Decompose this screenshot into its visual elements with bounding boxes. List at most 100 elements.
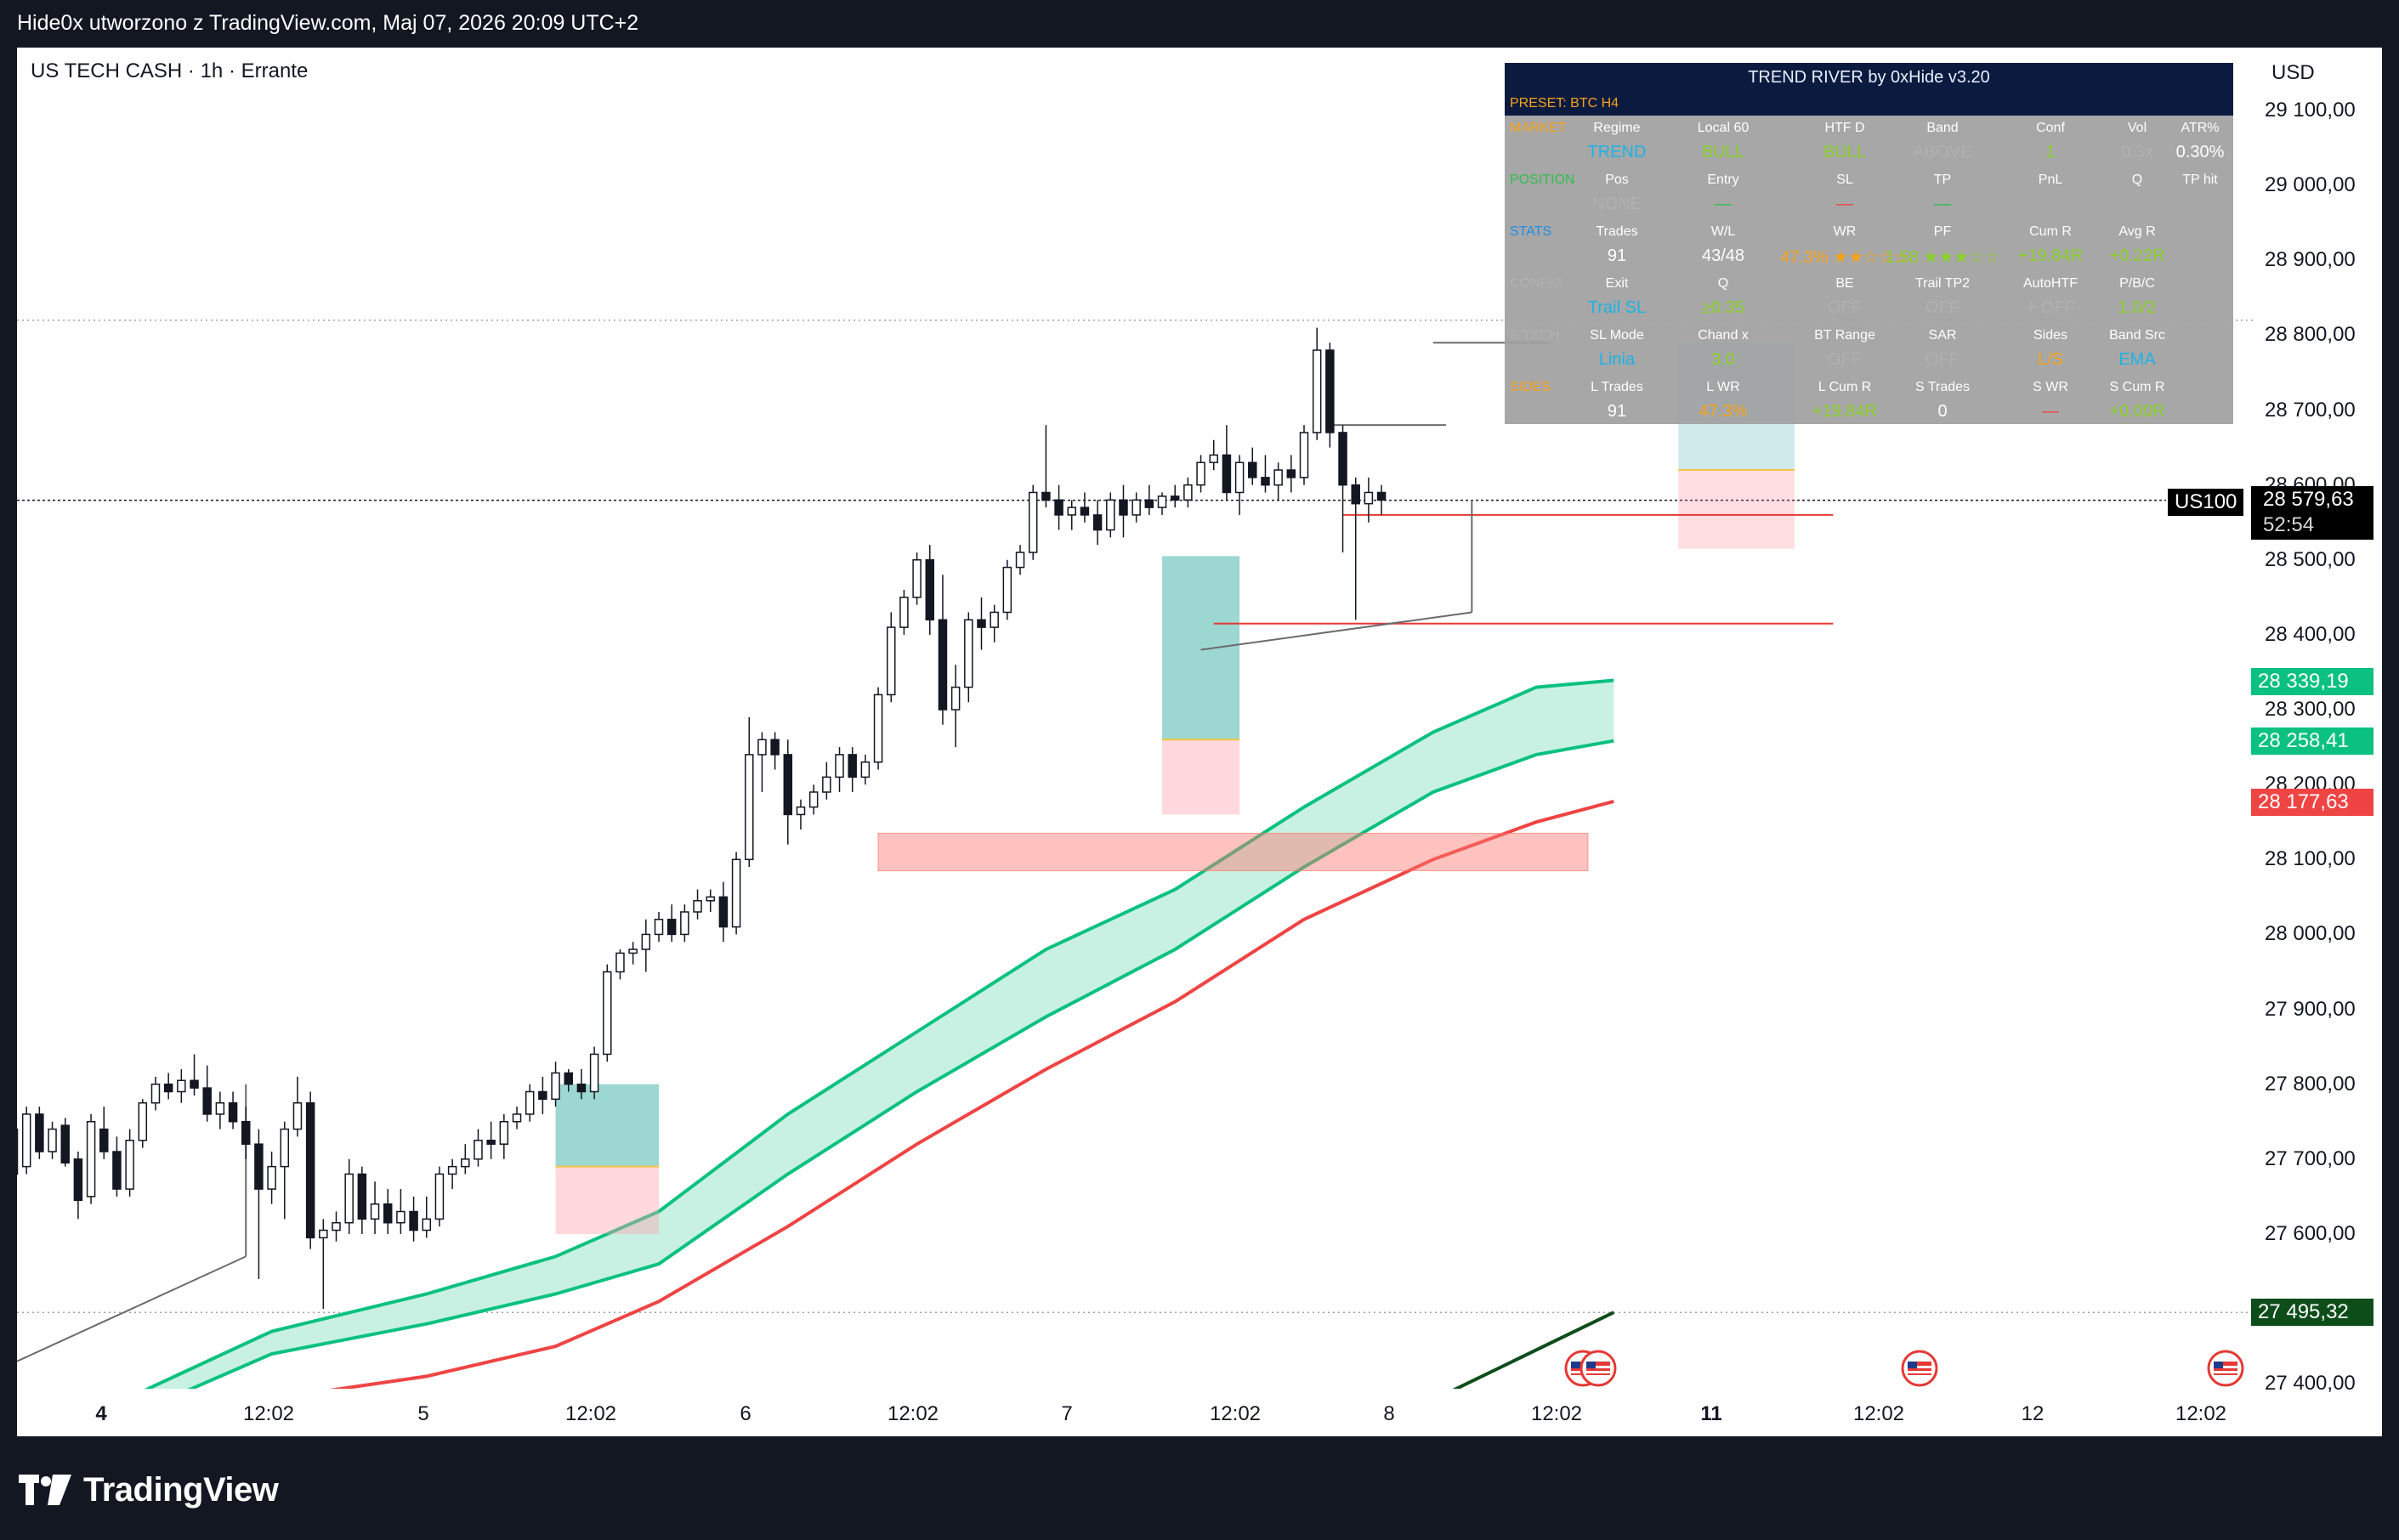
price-tick-label[interactable]: 28 800,00 bbox=[2265, 323, 2356, 347]
price-tick-label[interactable]: 28 100,00 bbox=[2265, 847, 2356, 871]
time-tick-label[interactable]: 5 bbox=[417, 1402, 429, 1425]
trendline bbox=[1200, 611, 1472, 651]
time-tick-label[interactable]: 12:02 bbox=[887, 1402, 939, 1425]
time-tick-label[interactable]: 12 bbox=[2021, 1402, 2045, 1425]
supply-zone-box bbox=[877, 832, 1589, 872]
price-tick-label[interactable]: 28 900,00 bbox=[2265, 248, 2356, 272]
table-value-cell: Trail SL bbox=[1587, 298, 1647, 317]
time-tick-label[interactable]: 12:02 bbox=[1530, 1402, 1583, 1425]
candle-body bbox=[447, 1165, 457, 1175]
time-tick-label[interactable]: 4 bbox=[95, 1402, 107, 1425]
tradingview-logo[interactable]: TradingView bbox=[19, 1469, 279, 1511]
candle-body bbox=[1364, 491, 1374, 505]
price-tick-label[interactable]: 27 900,00 bbox=[2265, 997, 2356, 1021]
table-value-cell: OFF bbox=[1828, 298, 1862, 317]
table-header-cell: PF bbox=[1933, 224, 1952, 239]
table-header-cell: SAR bbox=[1928, 328, 1957, 343]
time-tick-label[interactable]: 6 bbox=[740, 1402, 751, 1425]
table-header-cell: Avg R bbox=[2118, 224, 2156, 239]
candle-body bbox=[1002, 566, 1012, 614]
candle-body bbox=[615, 952, 625, 973]
band-upper-line bbox=[144, 678, 1614, 1389]
candle-body bbox=[319, 1229, 328, 1239]
table-header-cell: L WR bbox=[1706, 380, 1740, 394]
table-header-cell: Local 60 bbox=[1697, 121, 1750, 135]
time-tick-label[interactable]: 11 bbox=[1700, 1402, 1722, 1425]
price-tick-label[interactable]: 27 700,00 bbox=[2265, 1147, 2356, 1170]
price-tick-label[interactable]: 28 700,00 bbox=[2265, 398, 2356, 422]
candle-body bbox=[977, 619, 986, 628]
candle-body bbox=[770, 739, 780, 756]
currency-label[interactable]: USD bbox=[2271, 61, 2315, 84]
price-tick-label[interactable]: 29 100,00 bbox=[2265, 99, 2356, 122]
candle-body bbox=[280, 1128, 290, 1168]
price-tick-label[interactable]: 27 600,00 bbox=[2265, 1221, 2356, 1245]
candle-body bbox=[1067, 507, 1077, 516]
candle-body bbox=[1196, 461, 1205, 486]
table-value-cell: 1.0/2 bbox=[2118, 298, 2157, 317]
candle-body bbox=[138, 1101, 148, 1141]
candle-body bbox=[886, 626, 896, 696]
tradingview-logo-text: TradingView bbox=[83, 1470, 279, 1509]
table-value-cell: 0.30% bbox=[2175, 143, 2225, 161]
price-tick-label[interactable]: 27 400,00 bbox=[2265, 1372, 2356, 1396]
table-header-cell: Band bbox=[1926, 121, 1959, 135]
price-tick-label[interactable]: 28 400,00 bbox=[2265, 622, 2356, 646]
table-header-cell: Regime bbox=[1593, 121, 1641, 135]
price-tick-label[interactable]: 29 000,00 bbox=[2265, 173, 2356, 197]
footer-bar bbox=[0, 1438, 2399, 1540]
candle-body bbox=[525, 1090, 535, 1115]
symbol-legend[interactable]: US TECH CASH · 1h · Errante bbox=[31, 59, 309, 82]
candle-body bbox=[950, 686, 961, 711]
time-tick-label[interactable]: 12:02 bbox=[1852, 1402, 1905, 1425]
candle-body bbox=[228, 1101, 238, 1123]
band-lower-line bbox=[187, 739, 1614, 1389]
candle-body bbox=[241, 1121, 251, 1145]
candle-body bbox=[1325, 349, 1335, 433]
candle-body bbox=[1041, 491, 1051, 501]
price-tick-label[interactable]: 27 800,00 bbox=[2265, 1072, 2356, 1096]
candle-body bbox=[1248, 461, 1257, 478]
loss-zone-box bbox=[555, 1166, 659, 1234]
candle-body bbox=[1286, 469, 1296, 478]
table-header-cell: Pos bbox=[1605, 173, 1629, 187]
table-value-cell: L/S bbox=[2037, 350, 2064, 369]
candle-body bbox=[1261, 477, 1270, 486]
candle-body bbox=[938, 619, 948, 711]
candle-body bbox=[964, 619, 973, 688]
candle-body bbox=[486, 1140, 496, 1145]
candle-body bbox=[202, 1087, 212, 1115]
candle-body bbox=[1015, 552, 1025, 569]
table-value-cell: OFF bbox=[1925, 350, 1959, 369]
time-tick-label[interactable]: 12:02 bbox=[1209, 1402, 1262, 1425]
table-header-cell: Exit bbox=[1605, 276, 1629, 291]
candle-body bbox=[1299, 432, 1309, 478]
price-tick-label[interactable]: 28 000,00 bbox=[2265, 922, 2356, 946]
table-value-cell: 1.58 ★★★☆☆ bbox=[1885, 248, 2000, 267]
table-value-cell: +0.22R bbox=[2109, 246, 2165, 265]
candle-body bbox=[1312, 349, 1322, 433]
table-header-cell: S Cum R bbox=[2109, 380, 2165, 394]
time-tick-label[interactable]: 7 bbox=[1061, 1402, 1073, 1425]
table-header-cell: BE bbox=[1835, 276, 1854, 291]
red-ma-line bbox=[329, 799, 1614, 1389]
candle-body bbox=[666, 919, 677, 936]
table-header-cell: L Trades bbox=[1591, 380, 1643, 394]
price-tick-label[interactable]: 28 500,00 bbox=[2265, 547, 2356, 571]
candle-body bbox=[1338, 432, 1347, 486]
candle-body bbox=[1209, 454, 1218, 463]
table-value-cell: ≥0.35 bbox=[1702, 298, 1744, 317]
last-price-badge: 28 579,63 52:54 bbox=[2251, 486, 2373, 540]
table-header-cell: S WR bbox=[2033, 380, 2068, 394]
time-tick-label[interactable]: 12:02 bbox=[242, 1402, 295, 1425]
time-tick-label[interactable]: 8 bbox=[1383, 1402, 1395, 1425]
time-tick-label[interactable]: 12:02 bbox=[2175, 1402, 2227, 1425]
price-tick-label[interactable]: 28 300,00 bbox=[2265, 698, 2356, 722]
trendline bbox=[17, 1255, 247, 1362]
time-tick-label[interactable]: 12:02 bbox=[564, 1402, 617, 1425]
loss-zone-box bbox=[1162, 739, 1240, 815]
candle-body bbox=[1144, 499, 1154, 508]
table-value-cell: + OFF bbox=[2026, 298, 2075, 317]
table-section-label: STATS bbox=[1510, 224, 1552, 239]
